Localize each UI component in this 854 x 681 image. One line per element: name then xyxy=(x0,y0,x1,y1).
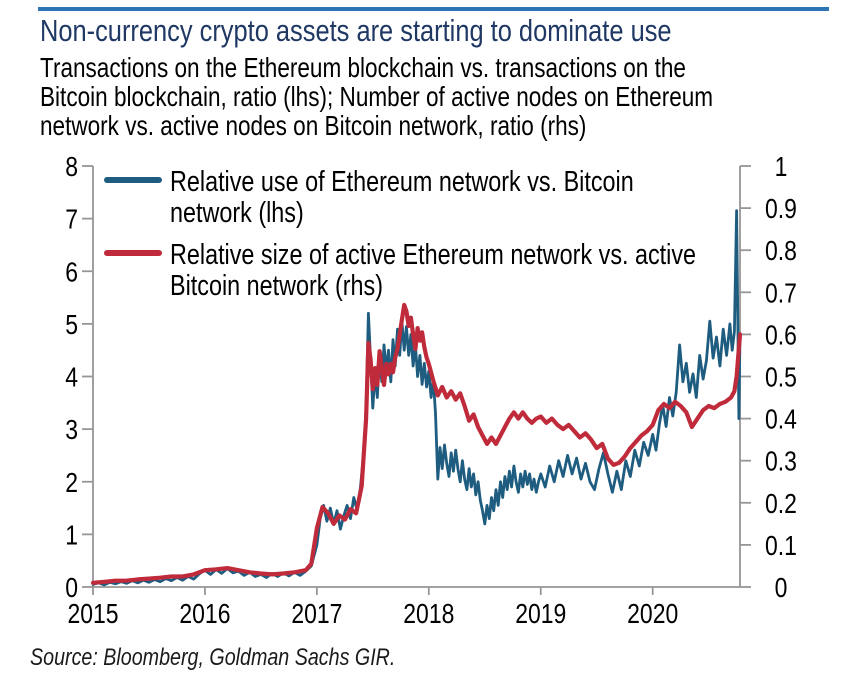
left-axis-tick-label: 6 xyxy=(65,257,78,288)
right-axis-tick-label: 0.5 xyxy=(765,362,797,393)
legend-label: Relative size of active Ethereum network… xyxy=(170,239,697,302)
left-axis-tick-label: 3 xyxy=(65,415,78,446)
x-axis-tick-label: 2015 xyxy=(67,599,118,630)
left-axis-tick-label: 8 xyxy=(65,152,78,183)
right-axis-tick-label: 0.2 xyxy=(765,489,797,520)
right-axis-tick-label: 0 xyxy=(775,573,788,604)
series-line-ethereum-nodes xyxy=(90,302,743,585)
chart-subtitle-line: network vs. active nodes on Bitcoin netw… xyxy=(40,110,587,141)
left-axis-tick-label: 4 xyxy=(65,362,78,393)
legend-item: Relative use of Ethereum network vs. Bit… xyxy=(104,167,840,229)
right-axis-tick-label: 0.9 xyxy=(765,194,797,225)
legend: Relative use of Ethereum network vs. Bit… xyxy=(104,167,840,313)
chart-subtitle-line: Bitcoin blockchain, ratio (lhs); Number … xyxy=(40,81,714,112)
right-axis-tick-label: 0.7 xyxy=(765,278,797,309)
right-axis-tick-label: 0.6 xyxy=(765,320,797,351)
x-axis-tick-label: 2019 xyxy=(515,599,566,630)
left-axis-tick-label: 7 xyxy=(65,205,78,236)
chart-subtitle: Transactions on the Ethereum blockchain … xyxy=(40,53,713,140)
left-axis-tick-label: 0 xyxy=(65,573,78,604)
legend-item: Relative size of active Ethereum network… xyxy=(104,240,840,302)
right-axis-tick-label: 0.4 xyxy=(765,405,797,436)
x-axis-tick-label: 2020 xyxy=(627,599,678,630)
red-line-swatch-icon xyxy=(104,250,162,256)
x-axis-tick-label: 2018 xyxy=(403,599,454,630)
legend-label: Relative use of Ethereum network vs. Bit… xyxy=(170,166,634,229)
left-axis-tick-label: 5 xyxy=(65,310,78,341)
right-axis-tick-label: 0.1 xyxy=(765,531,797,562)
left-axis-tick-label: 1 xyxy=(65,520,78,551)
series-line-ethereum-use xyxy=(91,209,742,587)
blue-line-swatch-icon xyxy=(104,177,162,183)
source-note: Source: Bloomberg, Goldman Sachs GIR. xyxy=(30,644,396,671)
right-axis-tick-label: 1 xyxy=(775,152,788,183)
chart-subtitle-line: Transactions on the Ethereum blockchain … xyxy=(40,52,686,83)
left-axis-tick-label: 2 xyxy=(65,468,78,499)
x-axis-tick-label: 2017 xyxy=(291,599,342,630)
header-rule xyxy=(38,7,829,11)
right-axis-tick-label: 0.8 xyxy=(765,236,797,267)
page-title: Non-currency crypto assets are starting … xyxy=(40,13,672,48)
x-axis-tick-label: 2016 xyxy=(179,599,230,630)
right-axis-tick-label: 0.3 xyxy=(765,447,797,478)
